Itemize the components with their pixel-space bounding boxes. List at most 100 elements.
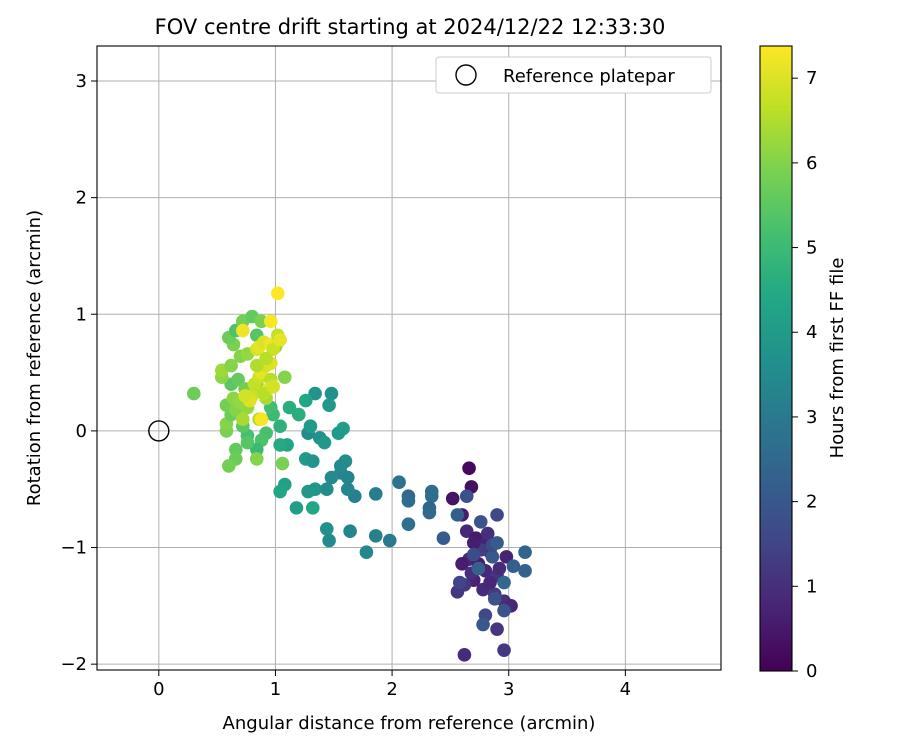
data-point — [424, 489, 439, 504]
data-point — [308, 386, 322, 401]
data-point — [266, 342, 280, 357]
colorbar-tick-label: 0 — [806, 661, 817, 682]
colorbar-label: Hours from first FF file — [827, 258, 848, 459]
x-tick-label: 0 — [153, 679, 164, 700]
data-point — [392, 475, 406, 490]
data-point — [466, 536, 481, 550]
data-point — [231, 372, 245, 387]
colorbar-ticks: 0 1 2 3 4 5 6 7 — [792, 68, 817, 682]
data-point — [518, 545, 532, 559]
data-point — [497, 643, 511, 657]
data-point — [490, 508, 504, 522]
data-point — [235, 323, 250, 338]
data-point — [259, 351, 273, 366]
x-axis-label: Angular distance from reference (arcmin) — [223, 713, 596, 734]
data-point — [275, 456, 290, 471]
x-axis-ticks: 0 1 2 3 4 — [153, 670, 631, 700]
y-tick-label: 2 — [76, 188, 87, 209]
y-tick-label: −2 — [60, 654, 87, 675]
data-point — [483, 575, 497, 590]
data-point — [324, 386, 339, 401]
x-tick-label: 3 — [503, 679, 514, 700]
legend-box — [435, 56, 712, 94]
y-axis-ticks: −2 −1 0 1 2 3 — [60, 71, 97, 675]
data-point — [305, 501, 320, 515]
data-point — [340, 470, 355, 485]
data-point — [319, 482, 334, 497]
data-point — [499, 550, 514, 564]
data-point — [235, 412, 250, 427]
colorbar-tick-label: 1 — [806, 576, 817, 597]
chart-title: FOV centre drift starting at 2024/12/22 … — [155, 15, 666, 39]
data-point — [249, 452, 264, 466]
gridlines — [97, 46, 721, 670]
data-point — [319, 522, 334, 536]
data-point — [343, 524, 357, 539]
data-point — [228, 442, 243, 457]
data-point — [490, 536, 504, 550]
data-point — [340, 482, 355, 497]
colorbar-tick-label: 3 — [806, 407, 817, 428]
data-point — [466, 547, 481, 562]
data-point — [238, 389, 252, 403]
data-point — [305, 454, 320, 469]
data-point — [266, 379, 280, 394]
data-point — [333, 459, 348, 473]
data-point — [382, 533, 397, 548]
data-point — [324, 470, 339, 485]
data-point — [497, 603, 511, 618]
data-point — [471, 561, 486, 576]
data-point — [445, 491, 460, 506]
data-point — [490, 622, 504, 636]
data-point — [401, 517, 416, 532]
data-point — [459, 524, 474, 539]
data-point — [240, 435, 255, 450]
data-point — [273, 438, 287, 452]
data-point — [368, 487, 383, 501]
data-point — [301, 484, 315, 499]
data-point — [298, 393, 313, 408]
data-point — [273, 484, 287, 499]
data-point — [282, 400, 297, 415]
data-point — [462, 461, 476, 476]
data-point — [273, 333, 287, 347]
data-point — [473, 515, 488, 529]
reference-point-marker — [148, 420, 170, 442]
data-points — [187, 286, 532, 662]
x-tick-label: 1 — [270, 679, 281, 700]
x-tick-label: 2 — [386, 679, 397, 700]
y-tick-label: 1 — [76, 304, 87, 325]
data-point — [457, 648, 472, 662]
data-point — [273, 419, 287, 434]
data-point — [459, 489, 474, 504]
x-tick-label: 4 — [620, 679, 631, 700]
data-point — [450, 508, 465, 522]
data-point — [221, 459, 236, 473]
data-point — [263, 314, 278, 329]
data-point — [322, 533, 336, 548]
legend-open-circle-icon — [455, 64, 477, 86]
y-axis-label: Rotation from reference (arcmin) — [24, 210, 45, 506]
colorbar-tick-label: 5 — [806, 238, 817, 259]
data-point — [187, 386, 201, 401]
data-point — [506, 559, 521, 573]
data-point — [476, 617, 490, 632]
data-point — [249, 442, 264, 457]
data-point — [224, 358, 238, 373]
y-tick-label: 0 — [76, 421, 87, 442]
colorbar-tick-label: 2 — [806, 492, 817, 513]
data-point — [455, 557, 469, 571]
data-point — [331, 426, 346, 441]
data-point — [254, 314, 269, 329]
legend: Reference platepar — [435, 56, 712, 94]
data-point — [368, 529, 383, 543]
plot-frame — [96, 45, 722, 671]
data-point — [436, 531, 451, 546]
data-point — [277, 370, 292, 385]
legend-label: Reference platepar — [503, 66, 675, 87]
data-point — [256, 386, 271, 401]
data-point — [518, 564, 532, 578]
data-point — [254, 412, 269, 427]
data-point — [317, 435, 332, 450]
data-point — [422, 505, 437, 520]
